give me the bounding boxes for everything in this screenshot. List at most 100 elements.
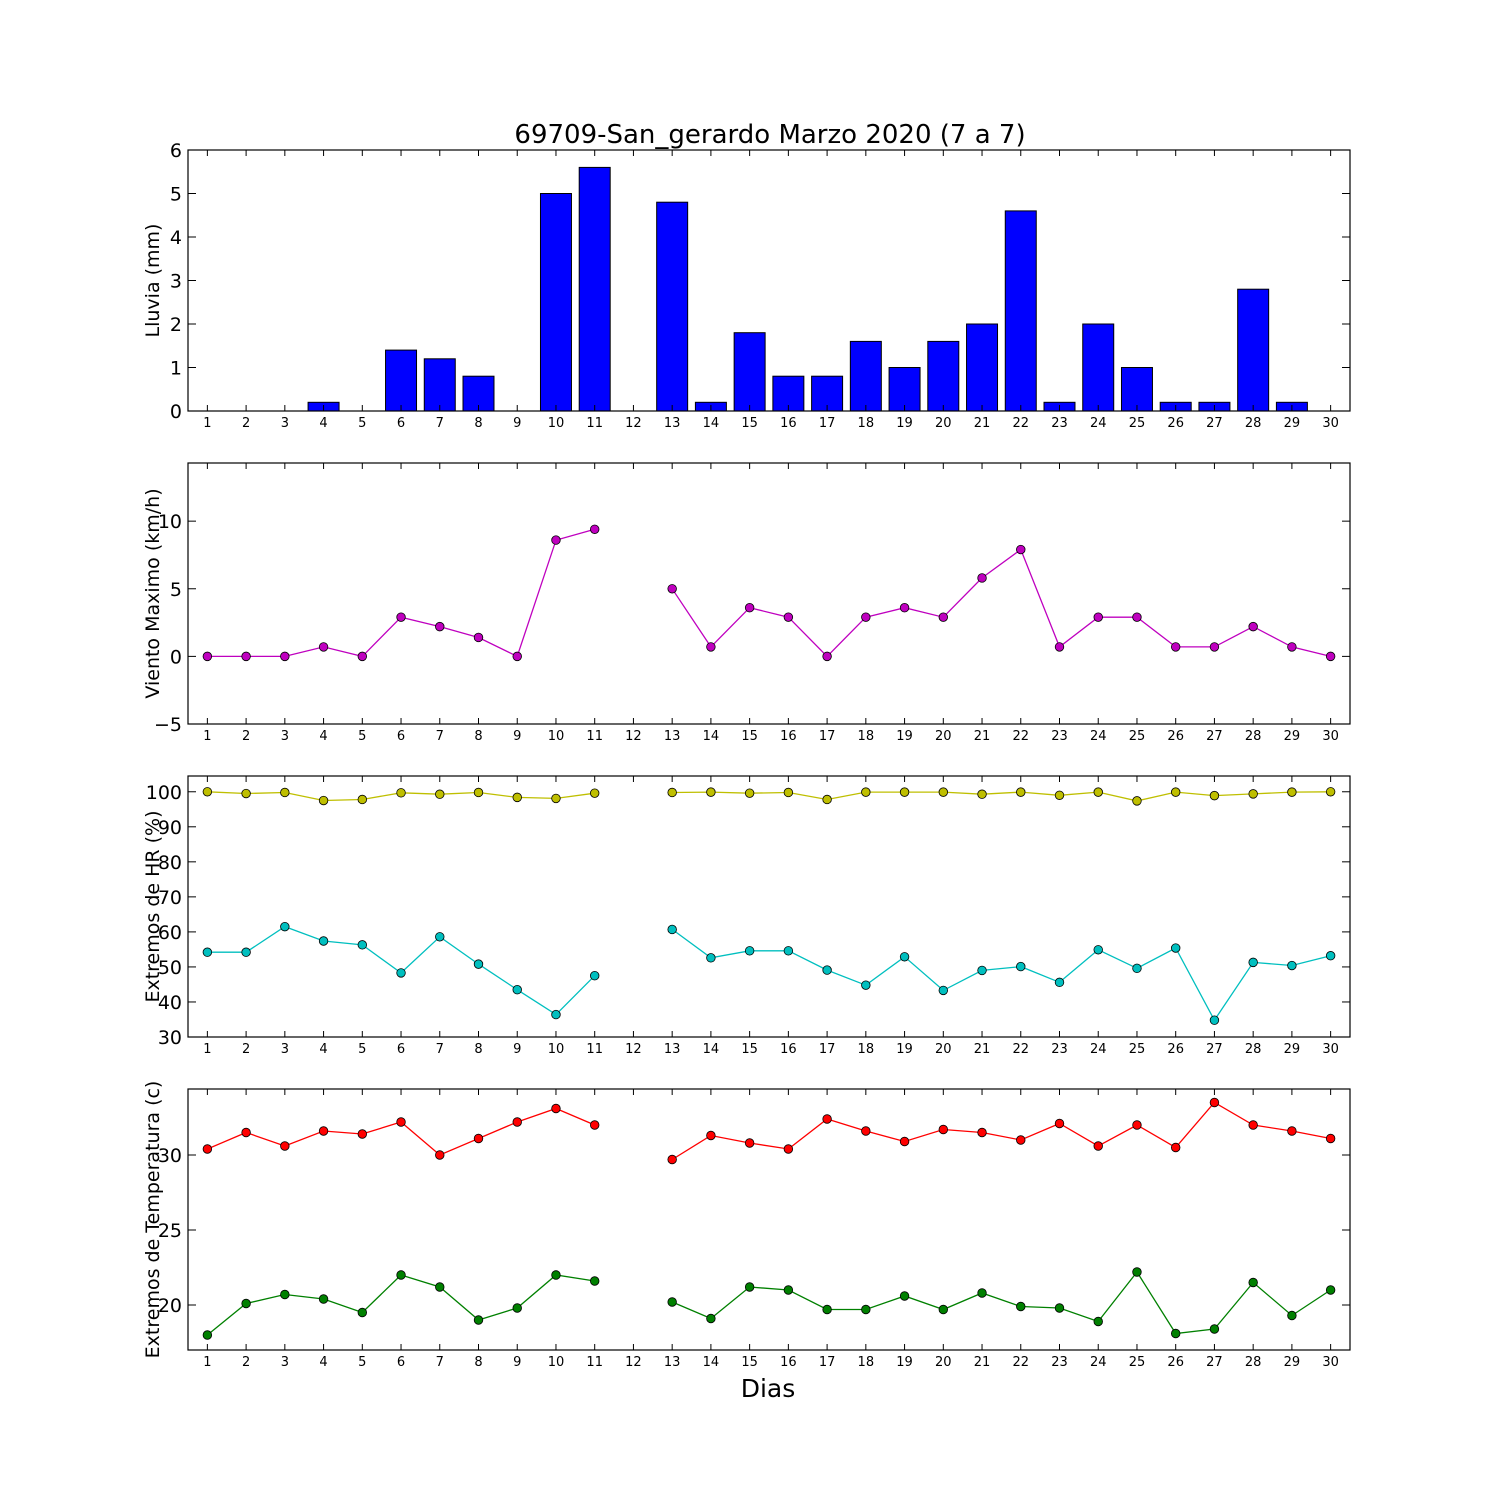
point-hr-series-1-day-15 bbox=[744, 946, 755, 956]
point-temp-series-1-day-5 bbox=[357, 1307, 368, 1318]
point-viento-series-0-day-14 bbox=[706, 642, 716, 652]
point-hr-series-0-day-17 bbox=[822, 794, 832, 805]
x-tick-label-temp-2: 2 bbox=[242, 1355, 250, 1370]
point-temp-series-1-day-30 bbox=[1325, 1285, 1336, 1295]
x-tick-label-hr-4: 4 bbox=[319, 1042, 327, 1057]
point-hr-series-1-day-23 bbox=[1054, 977, 1065, 988]
y-tick-label-viento--5: −5 bbox=[154, 714, 182, 736]
x-tick-label-hr-12: 12 bbox=[625, 1042, 642, 1057]
x-tick-label-viento-23: 23 bbox=[1051, 729, 1068, 744]
point-viento-series-0-day-16 bbox=[783, 612, 794, 622]
x-tick-label-viento-3: 3 bbox=[281, 729, 289, 744]
point-hr-series-1-day-10 bbox=[551, 1009, 561, 1020]
x-tick-label-hr-6: 6 bbox=[397, 1042, 405, 1057]
point-hr-series-1-day-18 bbox=[861, 980, 871, 990]
x-tick-label-lluvia-21: 21 bbox=[974, 416, 991, 431]
point-hr-series-1-day-1 bbox=[202, 947, 213, 957]
x-tick-label-temp-30: 30 bbox=[1322, 1355, 1339, 1370]
x-tick-label-temp-13: 13 bbox=[664, 1355, 681, 1370]
point-hr-series-0-day-8 bbox=[473, 787, 484, 798]
point-hr-series-1-day-17 bbox=[822, 965, 832, 975]
y-tick-label-hr-80: 80 bbox=[158, 852, 182, 874]
x-tick-label-viento-12: 12 bbox=[625, 729, 642, 744]
x-tick-label-lluvia-12: 12 bbox=[625, 416, 642, 431]
x-tick-label-viento-8: 8 bbox=[474, 729, 482, 744]
y-tick-label-hr-30: 30 bbox=[158, 1027, 182, 1049]
point-viento-series-0-day-18 bbox=[861, 612, 871, 622]
x-tick-label-temp-5: 5 bbox=[358, 1355, 366, 1370]
point-temp-series-1-day-19 bbox=[899, 1291, 910, 1301]
x-tick-label-viento-2: 2 bbox=[242, 729, 250, 744]
x-tick-label-temp-8: 8 bbox=[474, 1355, 482, 1370]
x-tick-label-viento-29: 29 bbox=[1284, 729, 1301, 744]
point-viento-series-0-day-6 bbox=[396, 612, 406, 622]
x-tick-label-lluvia-15: 15 bbox=[741, 416, 758, 431]
x-tick-label-viento-13: 13 bbox=[664, 729, 681, 744]
x-tick-label-temp-4: 4 bbox=[319, 1355, 327, 1370]
line-viento-series-0-segment-1 bbox=[671, 548, 1331, 658]
x-tick-label-temp-19: 19 bbox=[896, 1355, 913, 1370]
x-tick-label-hr-7: 7 bbox=[436, 1042, 444, 1057]
point-hr-series-0-day-29 bbox=[1287, 787, 1297, 797]
x-tick-label-hr-11: 11 bbox=[586, 1042, 603, 1057]
x-tick-label-temp-26: 26 bbox=[1167, 1355, 1184, 1370]
x-tick-label-hr-16: 16 bbox=[780, 1042, 797, 1057]
y-axis-label-viento: Viento Maximo (km/h) bbox=[142, 488, 164, 698]
point-temp-series-0-day-26 bbox=[1170, 1142, 1181, 1153]
point-hr-series-0-day-30 bbox=[1325, 787, 1336, 797]
point-hr-series-0-day-16 bbox=[783, 787, 794, 798]
point-temp-series-1-day-16 bbox=[783, 1285, 794, 1295]
x-tick-label-lluvia-25: 25 bbox=[1129, 416, 1146, 431]
x-tick-label-viento-17: 17 bbox=[819, 729, 836, 744]
point-hr-series-0-day-25 bbox=[1132, 796, 1142, 806]
point-viento-series-0-day-21 bbox=[977, 573, 987, 583]
panels: 1 2 3 4 5 6 7 8 9 10 11 12 13 14 15 16 17 18 19 20 21 22 23 24 2… bbox=[142, 140, 1351, 1370]
point-viento-series-0-day-15 bbox=[744, 602, 755, 613]
point-temp-series-0-day-27 bbox=[1209, 1097, 1220, 1108]
panel-temp: 1 2 3 4 5 6 7 8 9 10 11 12 13 14 15 16 17 18 19 20 21 22 23 24 2… bbox=[142, 1081, 1351, 1370]
line-temp-series-1-segment-1 bbox=[671, 1270, 1331, 1335]
point-hr-series-1-day-29 bbox=[1287, 960, 1297, 971]
x-tick-label-viento-10: 10 bbox=[548, 729, 565, 744]
x-tick-label-temp-25: 25 bbox=[1129, 1355, 1146, 1370]
x-tick-label-viento-22: 22 bbox=[1012, 729, 1029, 744]
x-tick-label-lluvia-2: 2 bbox=[242, 416, 250, 431]
x-tick-label-temp-1: 1 bbox=[203, 1355, 211, 1370]
point-viento-series-0-day-29 bbox=[1287, 642, 1297, 652]
point-hr-series-0-day-27 bbox=[1209, 790, 1220, 801]
point-viento-series-0-day-25 bbox=[1132, 612, 1142, 622]
x-tick-label-temp-15: 15 bbox=[741, 1355, 758, 1370]
y-tick-label-lluvia-2: 2 bbox=[170, 314, 182, 336]
x-tick-label-hr-25: 25 bbox=[1129, 1042, 1146, 1057]
point-hr-series-1-day-4 bbox=[318, 936, 329, 946]
point-temp-series-1-day-13 bbox=[667, 1297, 677, 1307]
point-temp-series-0-day-6 bbox=[396, 1117, 406, 1127]
x-tick-label-hr-24: 24 bbox=[1090, 1042, 1107, 1057]
point-hr-series-0-day-4 bbox=[318, 795, 329, 806]
point-viento-series-0-day-17 bbox=[822, 651, 832, 662]
point-viento-series-0-day-22 bbox=[1016, 544, 1026, 555]
point-temp-series-1-day-14 bbox=[706, 1313, 716, 1324]
x-tick-label-lluvia-20: 20 bbox=[935, 416, 952, 431]
point-hr-series-0-day-7 bbox=[435, 789, 445, 799]
point-viento-series-0-day-7 bbox=[435, 621, 445, 632]
point-temp-series-0-day-13 bbox=[667, 1154, 677, 1165]
point-viento-series-0-day-1 bbox=[202, 651, 213, 662]
x-tick-label-lluvia-8: 8 bbox=[474, 416, 482, 431]
point-temp-series-1-day-28 bbox=[1248, 1277, 1258, 1288]
x-tick-label-hr-30: 30 bbox=[1322, 1042, 1339, 1057]
point-temp-series-0-day-25 bbox=[1132, 1120, 1142, 1130]
x-tick-label-lluvia-7: 7 bbox=[436, 416, 444, 431]
x-tick-label-temp-21: 21 bbox=[974, 1355, 991, 1370]
point-temp-series-0-day-22 bbox=[1016, 1135, 1026, 1145]
point-hr-series-0-day-22 bbox=[1016, 787, 1026, 797]
x-tick-label-viento-6: 6 bbox=[397, 729, 405, 744]
bar-lluvia-day-20 bbox=[927, 340, 960, 412]
x-tick-label-lluvia-23: 23 bbox=[1051, 416, 1068, 431]
x-tick-label-viento-19: 19 bbox=[896, 729, 913, 744]
y-tick-label-temp-20: 20 bbox=[158, 1295, 182, 1317]
point-temp-series-0-day-28 bbox=[1248, 1120, 1258, 1130]
point-viento-series-0-day-9 bbox=[512, 651, 522, 662]
chart-title: 69709-San_gerardo Marzo 2020 (7 a 7) bbox=[514, 120, 1025, 150]
